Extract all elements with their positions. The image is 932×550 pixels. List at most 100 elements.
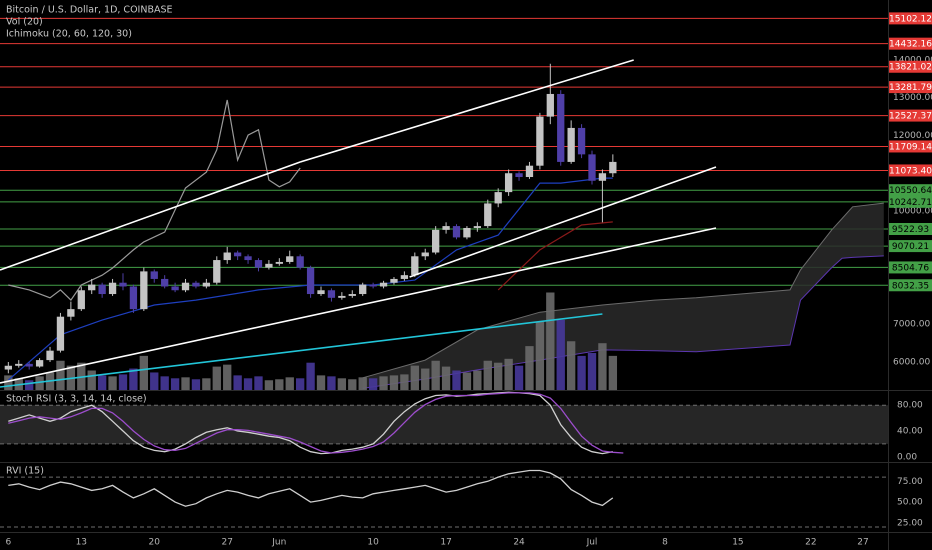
indicator-title: Stoch RSI (3, 3, 14, 14, close) [6, 394, 147, 405]
level-label-box [889, 37, 932, 50]
level-label: 13821.02 [889, 63, 932, 73]
level-label-box [889, 279, 932, 292]
candle-body [161, 278, 169, 287]
volume-bar [254, 376, 263, 390]
indicator-line [8, 469, 614, 507]
level-label-box [889, 222, 932, 235]
candle-body [296, 256, 304, 268]
candle-body [202, 282, 211, 287]
level-label: 15102.12 [889, 14, 932, 24]
volume-bar [264, 380, 274, 390]
volume-bar [358, 377, 367, 390]
x-tick-label: 6 [5, 538, 11, 548]
x-tick-label: 20 [149, 538, 161, 548]
level-label: 8504.76 [892, 263, 929, 273]
candle-body [577, 127, 586, 155]
volume-bar [473, 370, 482, 390]
level-label: 8032.35 [892, 281, 929, 291]
candle-body [244, 256, 252, 261]
y-tick-label: 80.00 [897, 401, 923, 411]
candle-body [546, 93, 554, 117]
candle-body [390, 278, 398, 283]
volume-bar [421, 368, 430, 390]
candle-body [317, 290, 325, 295]
level-label-box [889, 195, 932, 208]
volume-bar [118, 374, 128, 390]
volume-bar [379, 376, 388, 390]
candle-body [171, 286, 179, 291]
candle-body [98, 284, 106, 295]
candle-body [265, 263, 273, 268]
level-label: 9070.21 [892, 242, 929, 252]
candle-body [379, 282, 388, 287]
y-tick-label: 25.00 [897, 518, 923, 528]
y-tick-label: 13000.00 [893, 93, 932, 103]
volume-bar [462, 372, 472, 390]
level-label-box [889, 140, 932, 153]
cloud-fill [362, 203, 884, 389]
level-label: 9522.93 [892, 225, 929, 235]
candle-body [473, 226, 481, 228]
candle-body [504, 173, 513, 193]
volume-bar [243, 378, 253, 390]
candle-body [567, 127, 575, 162]
trendline [0, 161, 301, 271]
candle-body [4, 365, 12, 370]
level-label: 14432.16 [889, 40, 932, 50]
level-label: 10550.64 [889, 186, 932, 196]
candle-body [557, 93, 565, 162]
candle-body [338, 295, 346, 298]
candle-body [348, 294, 356, 296]
x-tick-label: Jul [586, 538, 598, 548]
candle-body [452, 226, 461, 238]
candle-body [119, 282, 127, 287]
candle-body [15, 363, 23, 366]
volume-bar [87, 370, 96, 390]
candle-body [609, 161, 617, 174]
y-tick-label: 75.00 [897, 477, 923, 487]
candle-body [598, 173, 607, 181]
candle-body [359, 284, 367, 295]
candle-body [484, 203, 492, 227]
volume-bar [35, 376, 44, 390]
candle-body [67, 309, 75, 317]
volume-bar [441, 366, 451, 390]
candle-body [442, 226, 450, 230]
volume-bar [389, 375, 399, 390]
candle-body [25, 363, 33, 367]
volume-bar [212, 366, 221, 390]
ichimoku-line [8, 99, 301, 302]
candle-body [213, 260, 221, 283]
trendline [409, 166, 717, 278]
y-tick-label: 14000.00 [893, 55, 932, 65]
y-tick-label: 10000.00 [893, 206, 932, 216]
x-tick-label: 24 [513, 538, 525, 548]
y-tick-label: 12000.00 [893, 131, 932, 141]
band-fill [0, 405, 888, 444]
x-tick-label: 10 [367, 538, 379, 548]
trendline [0, 227, 717, 384]
candle-body [536, 116, 544, 166]
level-label-box [889, 240, 932, 253]
candle-body [108, 282, 117, 295]
volume-bar [348, 379, 357, 390]
volume-label: Vol (20) [6, 17, 43, 28]
volume-bar [223, 364, 232, 390]
volume-bar [368, 378, 378, 390]
y-tick-label: 0.00 [897, 452, 917, 462]
trendline [0, 313, 603, 388]
candle-body [327, 290, 336, 298]
volume-bar [170, 378, 180, 390]
level-label-box [889, 81, 932, 94]
volume-bar [546, 292, 555, 390]
x-tick-label: 27 [857, 538, 868, 548]
volume-bar [56, 360, 65, 390]
volume-bar [160, 376, 169, 390]
candle-body [275, 261, 283, 264]
volume-bar [431, 360, 440, 390]
volume-bar [400, 374, 409, 390]
candle-body [432, 229, 440, 253]
x-tick-label: Jun [271, 538, 286, 548]
volume-bar [483, 360, 492, 390]
volume-bar [306, 362, 315, 390]
